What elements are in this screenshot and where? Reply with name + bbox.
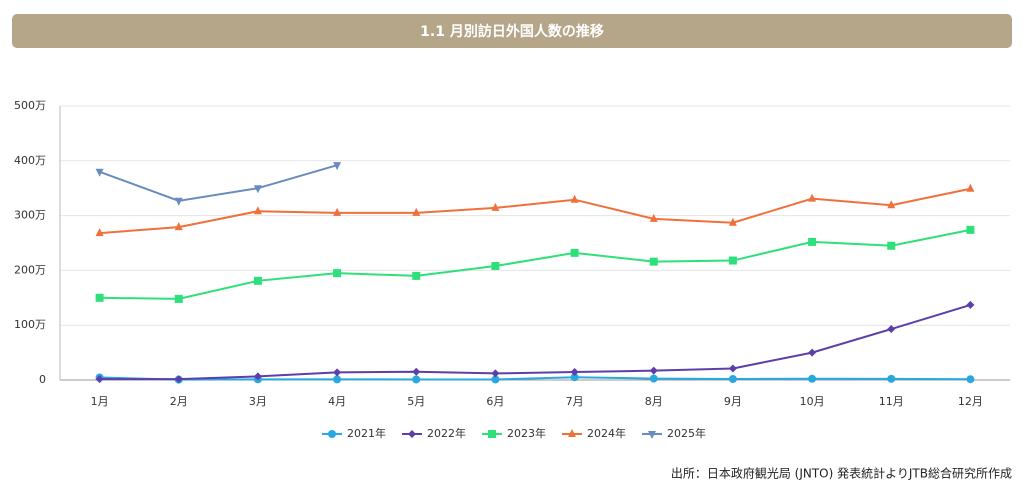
chart-title: 1.1 月別訪日外国人数の推移 — [420, 23, 604, 40]
data-point — [333, 162, 342, 171]
data-point — [253, 372, 262, 381]
y-tick-label: 200万 — [14, 263, 46, 276]
data-point — [174, 222, 183, 231]
legend-label: 2021年 — [347, 426, 386, 440]
data-point — [570, 194, 579, 203]
data-point — [570, 248, 579, 257]
data-point — [808, 237, 817, 246]
data-point — [728, 256, 737, 265]
legend-marker — [328, 430, 336, 438]
legend-label: 2024年 — [587, 426, 626, 440]
x-tick-label: 4月 — [328, 395, 346, 408]
data-point — [649, 213, 658, 222]
data-point — [491, 369, 500, 378]
legend-label: 2022年 — [427, 426, 466, 440]
series-line — [99, 303, 971, 381]
data-point — [95, 375, 104, 384]
legend-label: 2023年 — [507, 426, 546, 440]
data-point — [808, 374, 817, 383]
data-point — [491, 375, 500, 384]
x-tick-label: 1月 — [91, 395, 109, 408]
x-tick-label: 8月 — [645, 395, 663, 408]
data-point — [966, 225, 975, 234]
y-tick-label: 400万 — [14, 154, 46, 167]
x-tick-label: 10月 — [800, 395, 825, 408]
y-tick-label: 300万 — [14, 209, 46, 222]
data-point — [966, 183, 975, 192]
data-point — [491, 262, 500, 271]
x-tick-label: 3月 — [249, 395, 267, 408]
data-point — [728, 364, 737, 373]
header-bar — [12, 14, 1012, 48]
legend-marker — [408, 430, 416, 438]
data-point — [649, 257, 658, 266]
data-point — [95, 228, 104, 237]
data-point — [728, 375, 737, 384]
data-point — [333, 207, 342, 216]
data-point — [412, 271, 421, 280]
x-tick-label: 5月 — [407, 395, 425, 408]
legend-marker — [568, 429, 576, 437]
data-point — [253, 276, 262, 285]
data-point — [887, 374, 896, 383]
data-point — [808, 193, 817, 202]
x-tick-label: 2月 — [170, 395, 188, 408]
legend-marker — [488, 430, 496, 438]
data-point — [570, 373, 579, 382]
data-point — [95, 168, 104, 177]
data-point — [649, 374, 658, 383]
series-line — [99, 376, 971, 381]
data-point — [412, 367, 421, 376]
data-point — [966, 300, 975, 309]
series-line — [99, 164, 338, 202]
x-tick-label: 11月 — [879, 395, 904, 408]
x-tick-label: 7月 — [566, 395, 584, 408]
data-point — [174, 197, 183, 206]
data-point — [333, 375, 342, 384]
data-point — [966, 375, 975, 384]
series-line — [99, 228, 971, 300]
data-point — [412, 207, 421, 216]
data-point — [333, 368, 342, 377]
data-point — [570, 368, 579, 377]
y-tick-label: 500万 — [14, 99, 46, 112]
data-point — [728, 217, 737, 226]
legend-marker — [648, 431, 656, 439]
y-tick-label: 0 — [39, 373, 46, 386]
x-tick-label: 12月 — [958, 395, 983, 408]
data-point — [649, 366, 658, 375]
series-line — [99, 187, 971, 235]
data-point — [174, 294, 183, 303]
legend-label: 2025年 — [667, 426, 706, 440]
data-point — [491, 202, 500, 211]
data-point — [412, 375, 421, 384]
x-tick-label: 9月 — [724, 395, 742, 408]
data-point — [253, 206, 262, 215]
data-point — [808, 348, 817, 357]
data-point — [887, 325, 896, 334]
x-tick-label: 6月 — [486, 395, 504, 408]
data-point — [333, 269, 342, 278]
data-point — [253, 185, 262, 194]
data-point — [95, 293, 104, 302]
source-note: 出所：日本政府観光局 (JNTO) 発表統計よりJTB総合研究所作成 — [671, 466, 1012, 481]
data-point — [887, 200, 896, 209]
data-point — [174, 375, 183, 384]
y-tick-label: 100万 — [14, 318, 46, 331]
data-point — [887, 241, 896, 250]
